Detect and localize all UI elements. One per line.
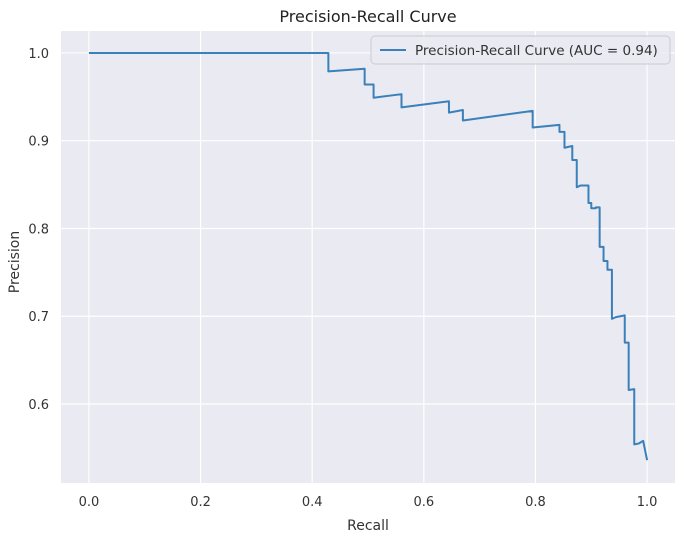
plot-area [61,31,675,483]
x-axis-label: Recall [347,518,389,534]
y-tick-label: 0.6 [28,398,49,413]
y-tick-labels: 0.6 0.7 0.8 0.9 1.0 [28,47,49,413]
y-axis-label: Precision [7,231,23,293]
legend-series-label: Precision-Recall Curve (AUC = 0.94) [415,43,658,59]
chart-title: Precision-Recall Curve [279,7,456,26]
series-group [88,51,649,461]
x-tick-labels: 0.0 0.2 0.4 0.6 0.8 1.0 [79,495,658,510]
x-tick-label: 0.4 [302,495,323,510]
y-tick-label: 0.7 [28,310,49,325]
x-tick-label: 0.2 [190,495,211,510]
x-tick-label: 0.8 [525,495,546,510]
y-tick-label: 0.9 [28,135,49,150]
pr-curve-line [88,51,649,461]
y-tick-label: 1.0 [28,47,49,62]
x-tick-label: 0.0 [79,495,100,510]
x-tick-label: 1.0 [637,495,658,510]
legend: Precision-Recall Curve (AUC = 0.94) [370,35,671,65]
y-tick-label: 0.8 [28,222,49,237]
x-tick-label: 0.6 [413,495,434,510]
legend-box [370,35,671,65]
